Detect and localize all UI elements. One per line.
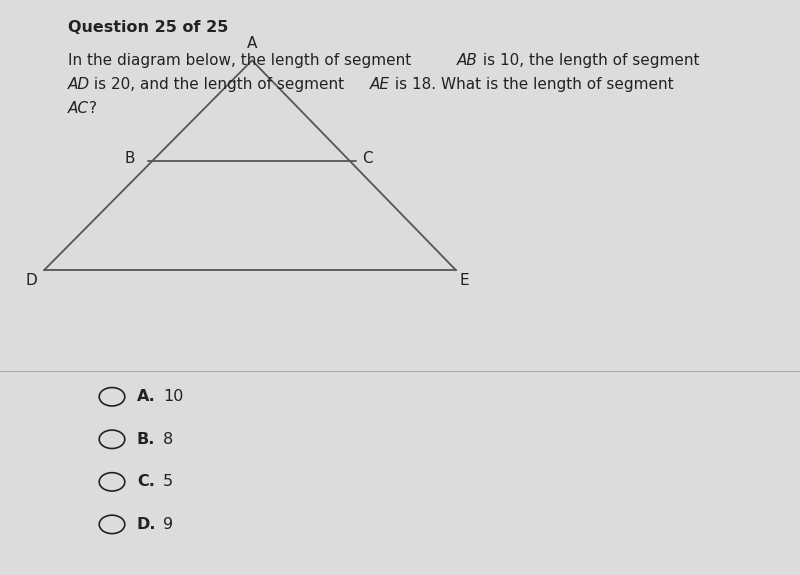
Text: AB: AB <box>457 53 478 68</box>
Text: AD: AD <box>68 77 90 92</box>
Text: 9: 9 <box>163 517 174 532</box>
Text: Question 25 of 25: Question 25 of 25 <box>68 20 228 35</box>
Text: A.: A. <box>137 389 155 404</box>
Text: In the diagram below, the length of segment: In the diagram below, the length of segm… <box>68 53 416 68</box>
Text: ?: ? <box>89 101 97 116</box>
Text: A: A <box>247 36 257 51</box>
Text: is 18. What is the length of segment: is 18. What is the length of segment <box>390 77 674 92</box>
Text: AC: AC <box>68 101 89 116</box>
Text: B: B <box>125 151 135 166</box>
Text: is 10, the length of segment: is 10, the length of segment <box>478 53 699 68</box>
Text: 5: 5 <box>163 474 174 489</box>
Text: C.: C. <box>137 474 154 489</box>
Text: 10: 10 <box>163 389 183 404</box>
Text: C: C <box>362 151 373 166</box>
Text: D.: D. <box>137 517 156 532</box>
Text: B.: B. <box>137 432 155 447</box>
Text: 8: 8 <box>163 432 174 447</box>
Text: is 20, and the length of segment: is 20, and the length of segment <box>89 77 349 92</box>
Text: E: E <box>460 273 470 288</box>
Text: D: D <box>26 273 38 288</box>
Text: AE: AE <box>370 77 390 92</box>
